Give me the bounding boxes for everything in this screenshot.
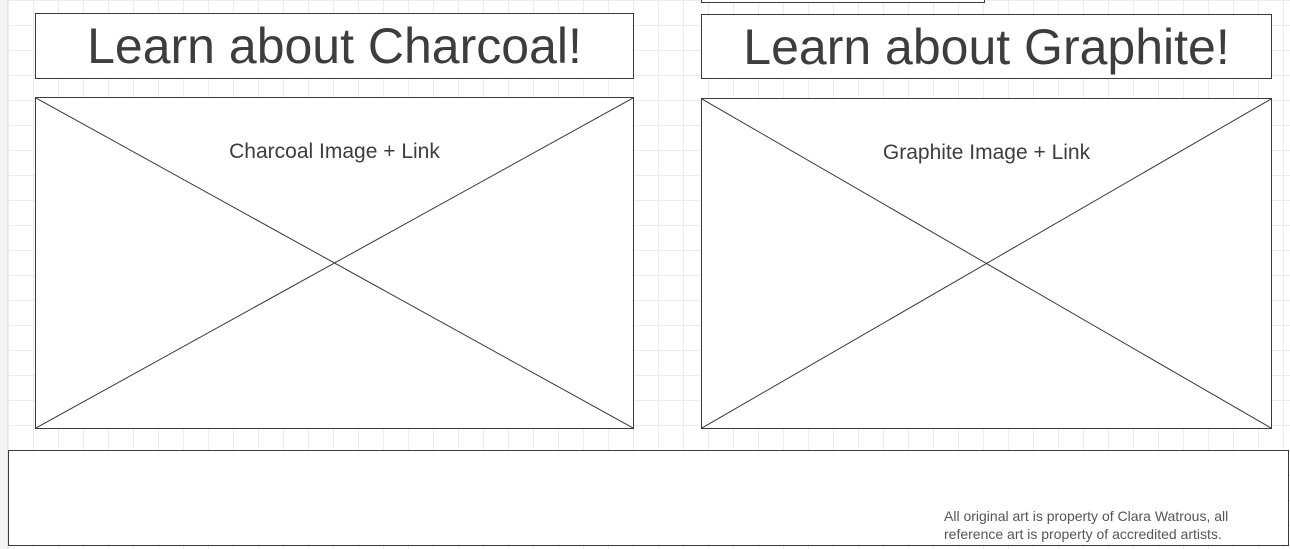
footer-box[interactable]: All original art is property of Clara Wa…: [8, 450, 1289, 546]
charcoal-image-label: Charcoal Image + Link: [229, 140, 440, 163]
charcoal-title-box[interactable]: Learn about Charcoal!: [35, 13, 634, 79]
graphite-title-box[interactable]: Learn about Graphite!: [701, 14, 1272, 79]
charcoal-image-placeholder[interactable]: Charcoal Image + Link: [35, 97, 634, 429]
graphite-image-placeholder[interactable]: Graphite Image + Link: [701, 98, 1272, 429]
image-placeholder-cross-icon: [702, 99, 1271, 428]
graphite-image-label: Graphite Image + Link: [882, 141, 1091, 164]
copyright-note: All original art is property of Clara Wa…: [944, 508, 1229, 542]
canvas-left-edge: [0, 0, 8, 549]
image-placeholder-cross-icon: [36, 98, 633, 428]
charcoal-title: Learn about Charcoal!: [87, 18, 582, 74]
graphite-title: Learn about Graphite!: [743, 18, 1230, 75]
top-container-stub[interactable]: [701, 0, 985, 3]
